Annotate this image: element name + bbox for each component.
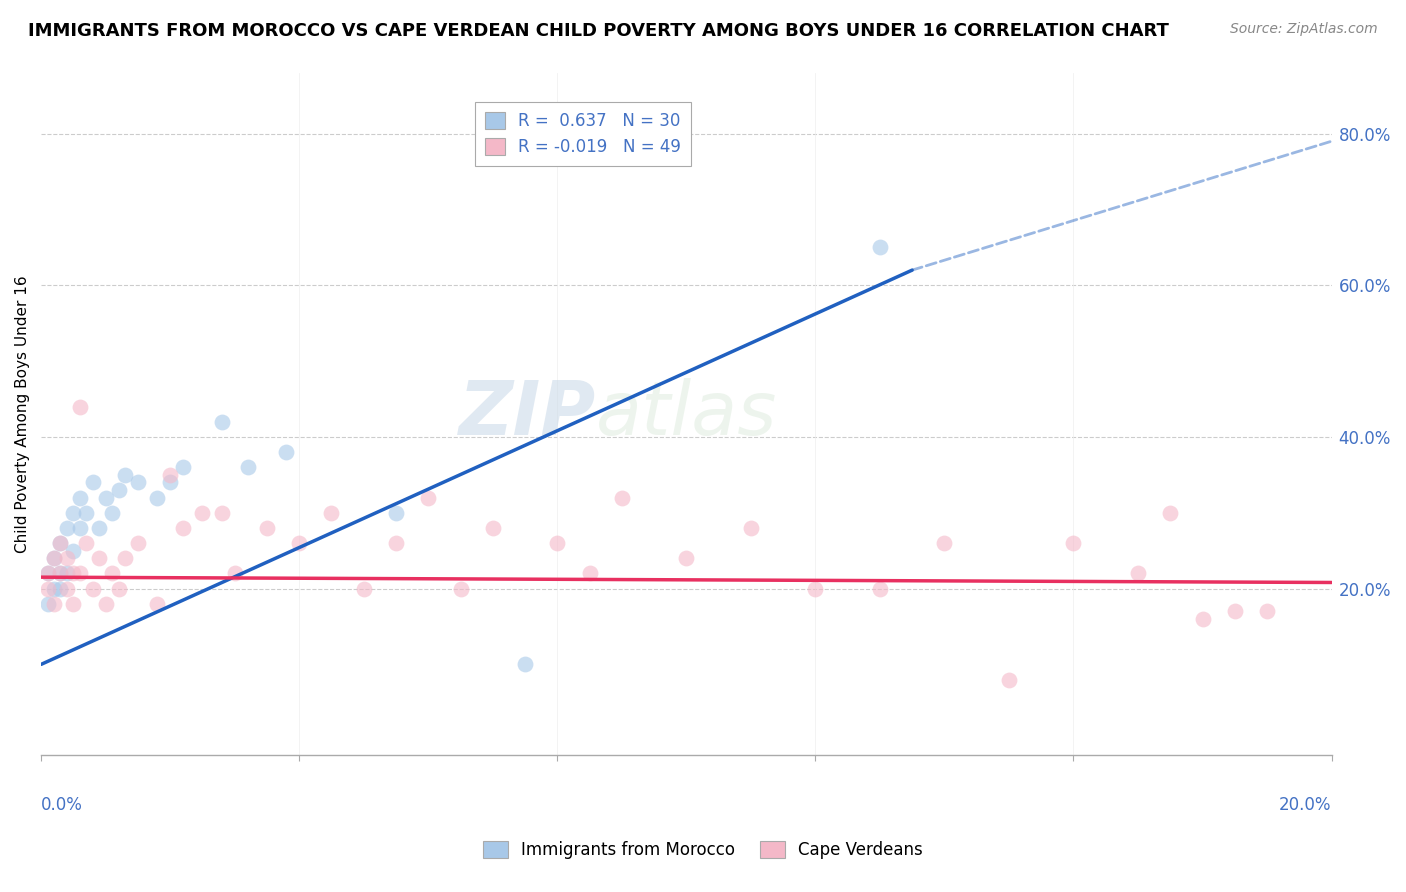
Point [75,536,97,550]
Point [481,521,503,535]
Point [62,543,84,558]
Point [276,445,298,459]
Point [546,536,568,550]
Point [62,566,84,581]
Point [69,491,91,505]
Point [101,566,124,581]
Point [869,582,891,596]
Point [56,566,79,581]
Point [62,597,84,611]
Legend: R =  0.637   N = 30, R = -0.019   N = 49: R = 0.637 N = 30, R = -0.019 N = 49 [475,102,692,167]
Point [211,415,233,429]
Point [191,506,214,520]
Point [37,597,59,611]
Point [578,566,600,581]
Text: ZIP: ZIP [458,377,596,450]
Point [89,521,111,535]
Point [37,566,59,581]
Point [675,551,697,566]
Point [69,566,91,581]
Point [450,582,472,596]
Point [513,657,536,672]
Text: Source: ZipAtlas.com: Source: ZipAtlas.com [1230,22,1378,37]
Point [236,460,259,475]
Point [107,483,129,497]
Point [42,551,65,566]
Point [42,551,65,566]
Point [1062,536,1084,550]
Point [107,582,129,596]
Point [740,521,762,535]
Point [1126,566,1149,581]
Point [56,551,79,566]
Point [610,491,633,505]
Point [127,475,149,490]
Point [89,551,111,566]
Point [62,506,84,520]
Point [37,566,59,581]
Point [869,240,891,254]
Point [998,673,1021,687]
Point [934,536,956,550]
Y-axis label: Child Poverty Among Boys Under 16: Child Poverty Among Boys Under 16 [15,276,30,553]
Point [82,582,104,596]
Point [42,582,65,596]
Point [385,506,408,520]
Point [172,460,194,475]
Point [159,475,181,490]
Point [82,475,104,490]
Point [94,597,117,611]
Point [418,491,440,505]
Point [94,491,117,505]
Point [49,582,72,596]
Point [321,506,343,520]
Text: atlas: atlas [596,378,778,450]
Point [101,506,124,520]
Point [159,467,181,482]
Point [114,467,136,482]
Point [288,536,311,550]
Point [1159,506,1181,520]
Point [804,582,827,596]
Text: IMMIGRANTS FROM MOROCCO VS CAPE VERDEAN CHILD POVERTY AMONG BOYS UNDER 16 CORREL: IMMIGRANTS FROM MOROCCO VS CAPE VERDEAN … [28,22,1168,40]
Point [211,506,233,520]
Point [37,582,59,596]
Point [127,536,149,550]
Point [114,551,136,566]
Point [1223,604,1246,618]
Point [146,597,169,611]
Point [49,566,72,581]
Text: 20.0%: 20.0% [1279,797,1331,814]
Legend: Immigrants from Morocco, Cape Verdeans: Immigrants from Morocco, Cape Verdeans [477,834,929,866]
Point [256,521,278,535]
Point [49,536,72,550]
Point [172,521,194,535]
Point [69,400,91,414]
Point [1191,612,1213,626]
Point [69,521,91,535]
Point [49,566,72,581]
Point [75,506,97,520]
Point [146,491,169,505]
Text: 0.0%: 0.0% [41,797,83,814]
Point [56,582,79,596]
Point [49,536,72,550]
Point [1256,604,1278,618]
Point [56,521,79,535]
Point [353,582,375,596]
Point [42,597,65,611]
Point [224,566,246,581]
Point [385,536,408,550]
